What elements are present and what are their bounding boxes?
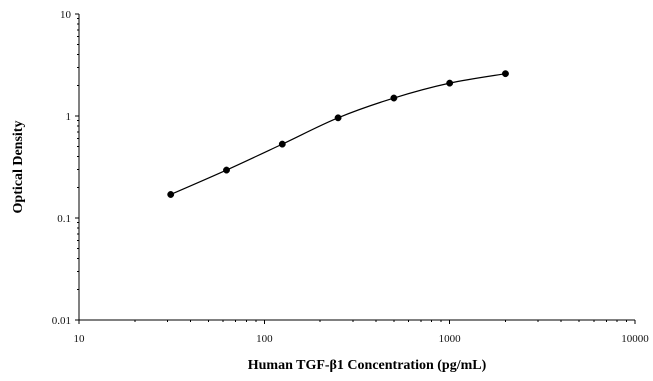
x-tick-label: 10 [74, 333, 86, 345]
y-ticks: 0.01 0.1 1 10 [52, 9, 79, 327]
fit-curve-group [170, 73, 506, 196]
data-point [390, 94, 398, 102]
y-tick-label: 0.1 [57, 213, 71, 225]
y-tick-label: 0.01 [52, 315, 71, 327]
y-axis-label: Optical Density [11, 121, 26, 214]
data-point [446, 79, 454, 87]
data-point [502, 70, 509, 78]
data-point [334, 114, 342, 122]
fit-curve [170, 73, 506, 196]
x-axis-label: Human TGF-β1 Concentration (pg/mL) [248, 358, 487, 373]
x-tick-label: 10000 [621, 333, 649, 345]
x-tick-label: 1000 [439, 333, 462, 345]
axes [78, 14, 635, 321]
data-point [278, 140, 286, 148]
y-tick-label: 10 [60, 9, 72, 21]
x-tick-label: 100 [256, 333, 273, 345]
x-ticks: 10 100 1000 10000 [74, 320, 649, 345]
y-tick-label: 1 [66, 111, 72, 123]
data-point [167, 191, 175, 198]
data-points [167, 70, 509, 198]
data-point [223, 166, 230, 174]
